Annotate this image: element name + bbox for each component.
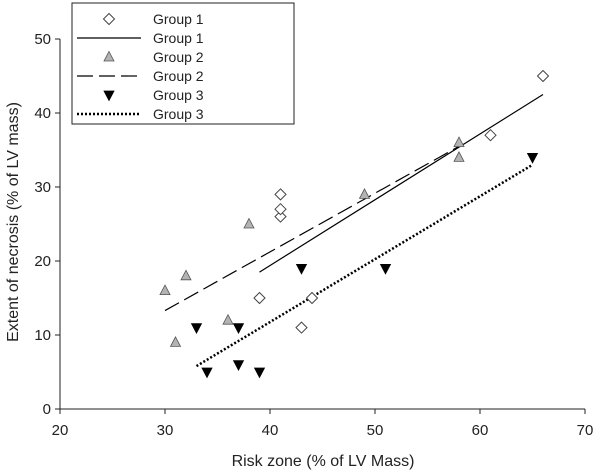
fit-line-group-2	[164, 145, 460, 312]
fit-line-group-1	[259, 93, 544, 273]
x-tick-label: 60	[472, 422, 489, 439]
data-point-group-3	[526, 152, 539, 164]
legend-label-5: Group 3	[153, 87, 204, 103]
data-point-group-2	[180, 269, 192, 281]
x-tick-label: 30	[157, 422, 174, 439]
plot-area	[159, 69, 550, 379]
axes: 20 30 40 50 60 70 0 10 20 30 40 50	[34, 31, 593, 439]
fit-line-group-3	[195, 163, 534, 368]
data-point-group-3	[201, 367, 213, 379]
data-point-group-2	[159, 284, 171, 296]
legend: Group 1 Group 1 Group 2 Group 2 Group 3 Group…	[71, 2, 295, 125]
data-point-group-1	[274, 188, 287, 201]
data-point-group-1	[295, 321, 308, 334]
x-axis-title: Risk zone (% of LV Mass)	[232, 453, 415, 470]
legend-symbol-5	[103, 90, 115, 102]
y-tick-label: 50	[34, 31, 51, 48]
data-point-group-2	[453, 151, 465, 162]
legend-symbol-3	[103, 50, 115, 62]
y-tick-label: 20	[34, 253, 51, 270]
data-point-group-1	[274, 202, 287, 216]
data-point-group-1	[274, 210, 287, 223]
y-tick-label: 0	[43, 401, 51, 418]
data-point-group-3	[190, 323, 203, 334]
legend-label-2: Group 1	[153, 30, 204, 46]
x-tick-label: 40	[262, 422, 279, 439]
y-axis-title: Extent of necrosis (% of LV mass)	[5, 102, 22, 342]
x-tick-label: 50	[367, 422, 384, 439]
data-point-group-3	[253, 367, 266, 379]
data-point-group-3	[379, 263, 392, 275]
x-tick-label: 70	[577, 422, 594, 439]
data-point-group-2	[169, 336, 182, 347]
data-point-group-3	[232, 360, 245, 371]
data-point-group-1	[536, 69, 550, 83]
data-point-group-2	[453, 136, 465, 148]
x-tick-label: 20	[52, 422, 69, 439]
data-point-group-3	[232, 323, 245, 334]
data-point-group-2	[222, 313, 234, 325]
data-point-group-3	[295, 263, 308, 275]
legend-symbol-1	[102, 12, 116, 26]
legend-label-3: Group 2	[153, 49, 204, 65]
data-point-group-2	[243, 217, 255, 229]
y-tick-label: 10	[34, 327, 51, 344]
data-point-group-2	[358, 188, 371, 199]
legend-label-4: Group 2	[153, 68, 204, 84]
y-tick-label: 30	[34, 179, 51, 196]
y-tick-label: 40	[34, 105, 51, 122]
legend-label-6: Group 3	[153, 106, 204, 122]
data-point-group-1	[484, 128, 497, 142]
data-point-group-1	[305, 291, 319, 305]
legend-label-1: Group 1	[153, 11, 204, 27]
data-point-group-1	[253, 291, 266, 305]
